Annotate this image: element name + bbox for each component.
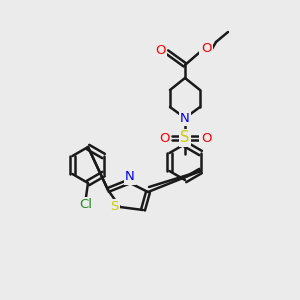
Text: O: O [201, 131, 211, 145]
Text: N: N [125, 170, 135, 184]
Text: O: O [155, 44, 165, 56]
Text: O: O [159, 131, 169, 145]
Text: Cl: Cl [80, 199, 92, 212]
Text: S: S [180, 130, 190, 146]
Text: O: O [201, 43, 211, 56]
Text: N: N [180, 112, 190, 124]
Text: S: S [110, 200, 118, 214]
